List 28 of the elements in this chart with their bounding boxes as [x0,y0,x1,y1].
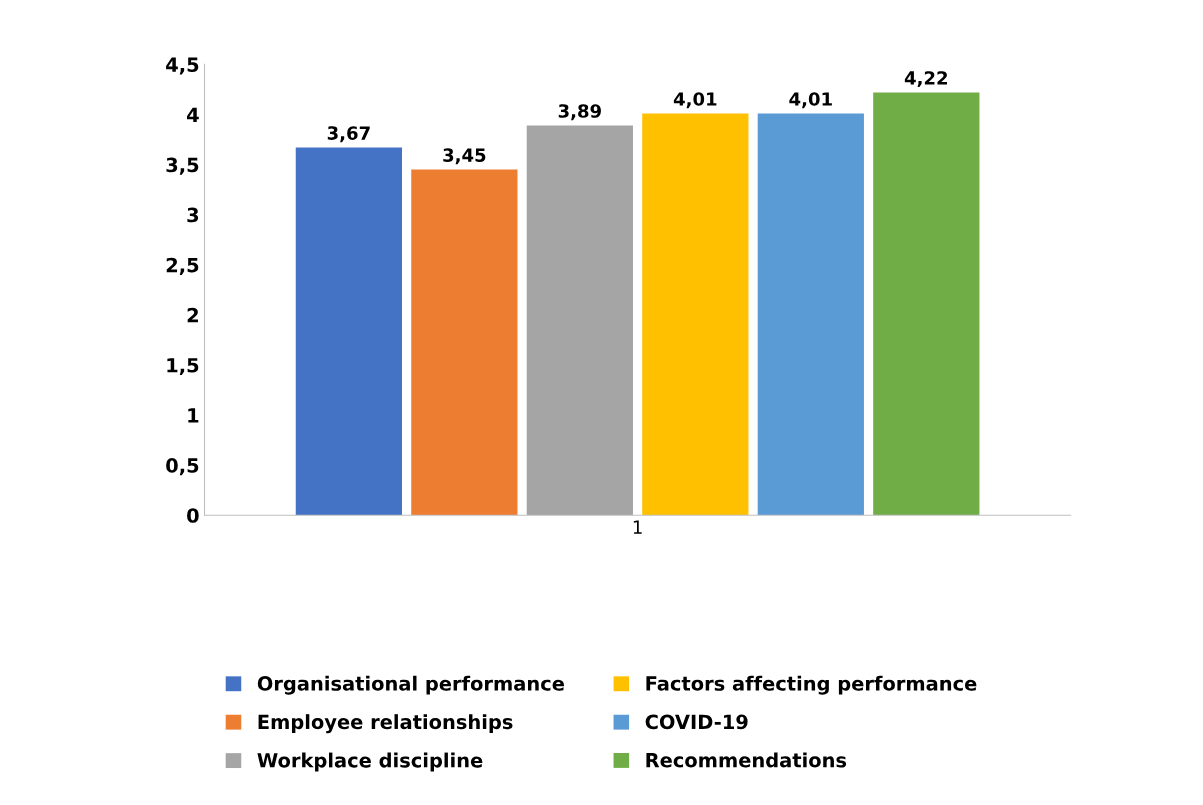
bar [642,113,749,516]
y-tick-label: 2 [187,307,198,323]
legend-label: Employee relationships [258,714,513,734]
y-tick-label: 3 [187,207,199,223]
legend-label: COVID-19 [645,714,748,730]
y-tick-label: 3,5 [166,157,199,175]
bar [295,147,402,516]
y-tick-label: 1,5 [167,358,199,376]
y-tick-label: 4 [186,107,199,122]
data-label: 4,01 [673,92,717,109]
y-tick-label: 2,5 [166,257,199,275]
y-tick-label: 1 [188,408,199,423]
legend-label: Recommendations [646,752,847,768]
data-label: 3,45 [443,148,486,165]
y-tick-label: 4,5 [166,57,199,75]
bar [526,125,633,516]
bar [873,92,980,516]
data-label: 3,67 [327,126,370,143]
y-tick-label: 0,5 [166,458,199,476]
legend-label: Organisational performance [257,675,564,695]
bar [757,113,864,516]
data-label: 3,89 [558,104,601,121]
legend-label: Factors affecting performance [646,675,977,695]
legend-label: Workplace discipline [257,752,483,772]
bar [411,169,518,516]
data-label: 4,22 [904,71,948,88]
data-label: 4,01 [789,92,832,109]
y-tick-label: 0 [187,508,199,523]
